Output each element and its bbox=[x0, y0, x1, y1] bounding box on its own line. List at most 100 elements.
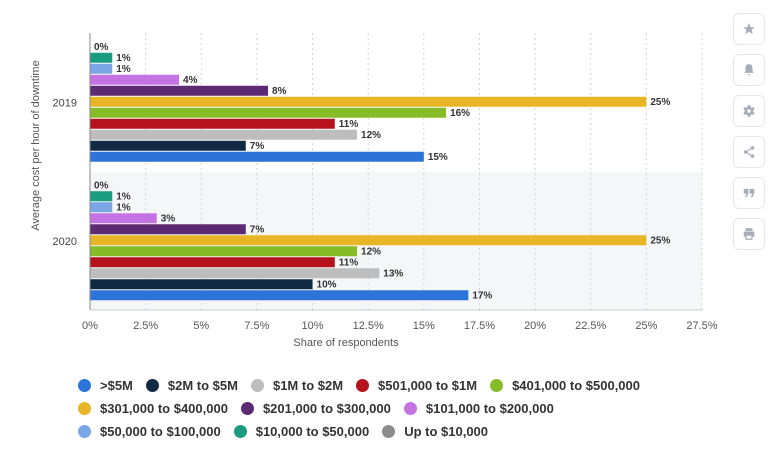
bar bbox=[90, 290, 469, 301]
bar bbox=[90, 191, 113, 202]
legend-marker bbox=[233, 425, 247, 438]
legend-item[interactable]: $101,000 to $200,000 bbox=[403, 401, 554, 416]
data-label: 8% bbox=[272, 86, 287, 97]
legend-marker bbox=[490, 379, 504, 392]
legend-label: $201,000 to $300,000 bbox=[262, 401, 391, 416]
x-tick-label: 22.5% bbox=[575, 320, 606, 332]
x-tick-label: 2.5% bbox=[133, 320, 158, 332]
data-label: 1% bbox=[116, 64, 131, 75]
share-button[interactable] bbox=[733, 136, 765, 168]
legend-label: $2M to $5M bbox=[167, 378, 238, 393]
x-tick-label: 27.5% bbox=[686, 320, 717, 332]
chart-svg: 0% 2.5% 5% 7.5% 10% 12.5% 15% 17.5% 20% 22.5% 25% 2… bbox=[30, 33, 718, 349]
legend-label: $501,000 to $1M bbox=[378, 378, 478, 393]
bar bbox=[90, 279, 313, 290]
legend-item[interactable]: $401,000 to $500,000 bbox=[490, 378, 640, 393]
legend-marker bbox=[145, 379, 159, 392]
print-button[interactable] bbox=[733, 218, 765, 250]
legend-marker bbox=[356, 379, 370, 392]
bar bbox=[90, 85, 269, 96]
bar bbox=[90, 257, 335, 268]
legend-item[interactable]: $501,000 to $1M bbox=[356, 378, 477, 393]
legend-item[interactable]: $50,000 to $100,000 bbox=[78, 424, 221, 439]
data-label: 4% bbox=[183, 75, 198, 86]
legend-label: $101,000 to $200,000 bbox=[425, 401, 554, 416]
gear-icon bbox=[743, 105, 755, 117]
legend-item[interactable]: $2M to $5M bbox=[145, 378, 238, 393]
data-label: 0% bbox=[94, 180, 109, 191]
quote-icon bbox=[743, 188, 755, 198]
bar bbox=[90, 118, 335, 129]
data-label: 12% bbox=[361, 246, 381, 257]
data-label: 16% bbox=[450, 108, 470, 119]
x-tick-label: 20% bbox=[524, 320, 546, 332]
data-label: 1% bbox=[116, 191, 131, 202]
data-label: 0% bbox=[94, 42, 109, 53]
x-tick-label: 0% bbox=[82, 320, 98, 332]
x-tick-label: 12.5% bbox=[353, 320, 384, 332]
legend-item[interactable]: $10,000 to $50,000 bbox=[233, 424, 370, 439]
legend-label: $1M to $2M bbox=[272, 378, 344, 393]
cite-button[interactable] bbox=[733, 177, 765, 209]
bar bbox=[90, 129, 358, 140]
legend-label: Up to $10,000 bbox=[404, 424, 489, 439]
data-label: 25% bbox=[650, 97, 670, 108]
legend-row: $301,000 to $400,000 $201,000 to $300,000… bbox=[78, 397, 698, 420]
share-icon bbox=[743, 146, 755, 158]
bar bbox=[90, 224, 246, 235]
data-label: 1% bbox=[116, 53, 131, 64]
bar bbox=[90, 63, 113, 74]
bar bbox=[90, 96, 647, 107]
favorite-button[interactable] bbox=[733, 13, 765, 45]
data-label: 7% bbox=[250, 224, 265, 235]
bar bbox=[90, 213, 157, 224]
legend-label: >$5M bbox=[100, 378, 133, 393]
bar bbox=[90, 202, 113, 213]
legend-marker bbox=[78, 402, 91, 415]
legend-item[interactable]: $1M to $2M bbox=[250, 378, 344, 393]
data-label: 3% bbox=[161, 213, 176, 224]
x-tick-label: 7.5% bbox=[244, 320, 269, 332]
bar bbox=[90, 151, 424, 162]
data-label: 11% bbox=[339, 119, 359, 130]
legend-label: $401,000 to $500,000 bbox=[512, 378, 640, 393]
data-label: 1% bbox=[116, 202, 131, 213]
data-label: 12% bbox=[361, 130, 381, 141]
bar bbox=[90, 52, 113, 63]
notification-button[interactable] bbox=[733, 54, 765, 86]
data-label: 7% bbox=[250, 141, 265, 152]
legend-marker bbox=[240, 402, 254, 415]
legend-label: $301,000 to $400,000 bbox=[100, 401, 228, 416]
bar bbox=[90, 246, 358, 257]
legend-item[interactable]: Up to $10,000 bbox=[382, 424, 488, 439]
legend-marker bbox=[78, 425, 91, 438]
legend-marker bbox=[403, 402, 417, 415]
data-label: 11% bbox=[339, 257, 359, 268]
bar bbox=[90, 74, 180, 85]
settings-button[interactable] bbox=[733, 95, 765, 127]
x-tick-label: 17.5% bbox=[464, 320, 495, 332]
legend-row: $50,000 to $100,000 $10,000 to $50,000 Up … bbox=[78, 420, 698, 443]
legend-marker bbox=[78, 379, 91, 392]
bar bbox=[90, 140, 246, 151]
category-label: 2019 bbox=[53, 97, 77, 109]
legend-item[interactable]: $201,000 to $300,000 bbox=[240, 401, 391, 416]
category-label: 2020 bbox=[53, 236, 77, 248]
legend-item[interactable]: $301,000 to $400,000 bbox=[78, 401, 228, 416]
x-tick-label: 25% bbox=[635, 320, 657, 332]
star-icon bbox=[743, 23, 755, 35]
print-icon bbox=[743, 228, 755, 240]
y-axis-title: Average cost per hour of downtime bbox=[30, 60, 42, 230]
x-tick-label: 15% bbox=[413, 320, 435, 332]
legend-label: $50,000 to $100,000 bbox=[100, 424, 221, 439]
data-label: 17% bbox=[472, 290, 492, 301]
bar-chart: 0% 2.5% 5% 7.5% 10% 12.5% 15% 17.5% 20% 22.5% 25% 2… bbox=[30, 33, 718, 349]
bar bbox=[90, 107, 447, 118]
legend-marker bbox=[250, 379, 264, 392]
data-label: 15% bbox=[428, 152, 448, 163]
legend-label: $10,000 to $50,000 bbox=[255, 424, 370, 439]
bar bbox=[90, 268, 380, 279]
legend-item[interactable]: >$5M bbox=[78, 378, 133, 393]
x-tick-label: 5% bbox=[193, 320, 209, 332]
data-label: 13% bbox=[383, 268, 403, 279]
